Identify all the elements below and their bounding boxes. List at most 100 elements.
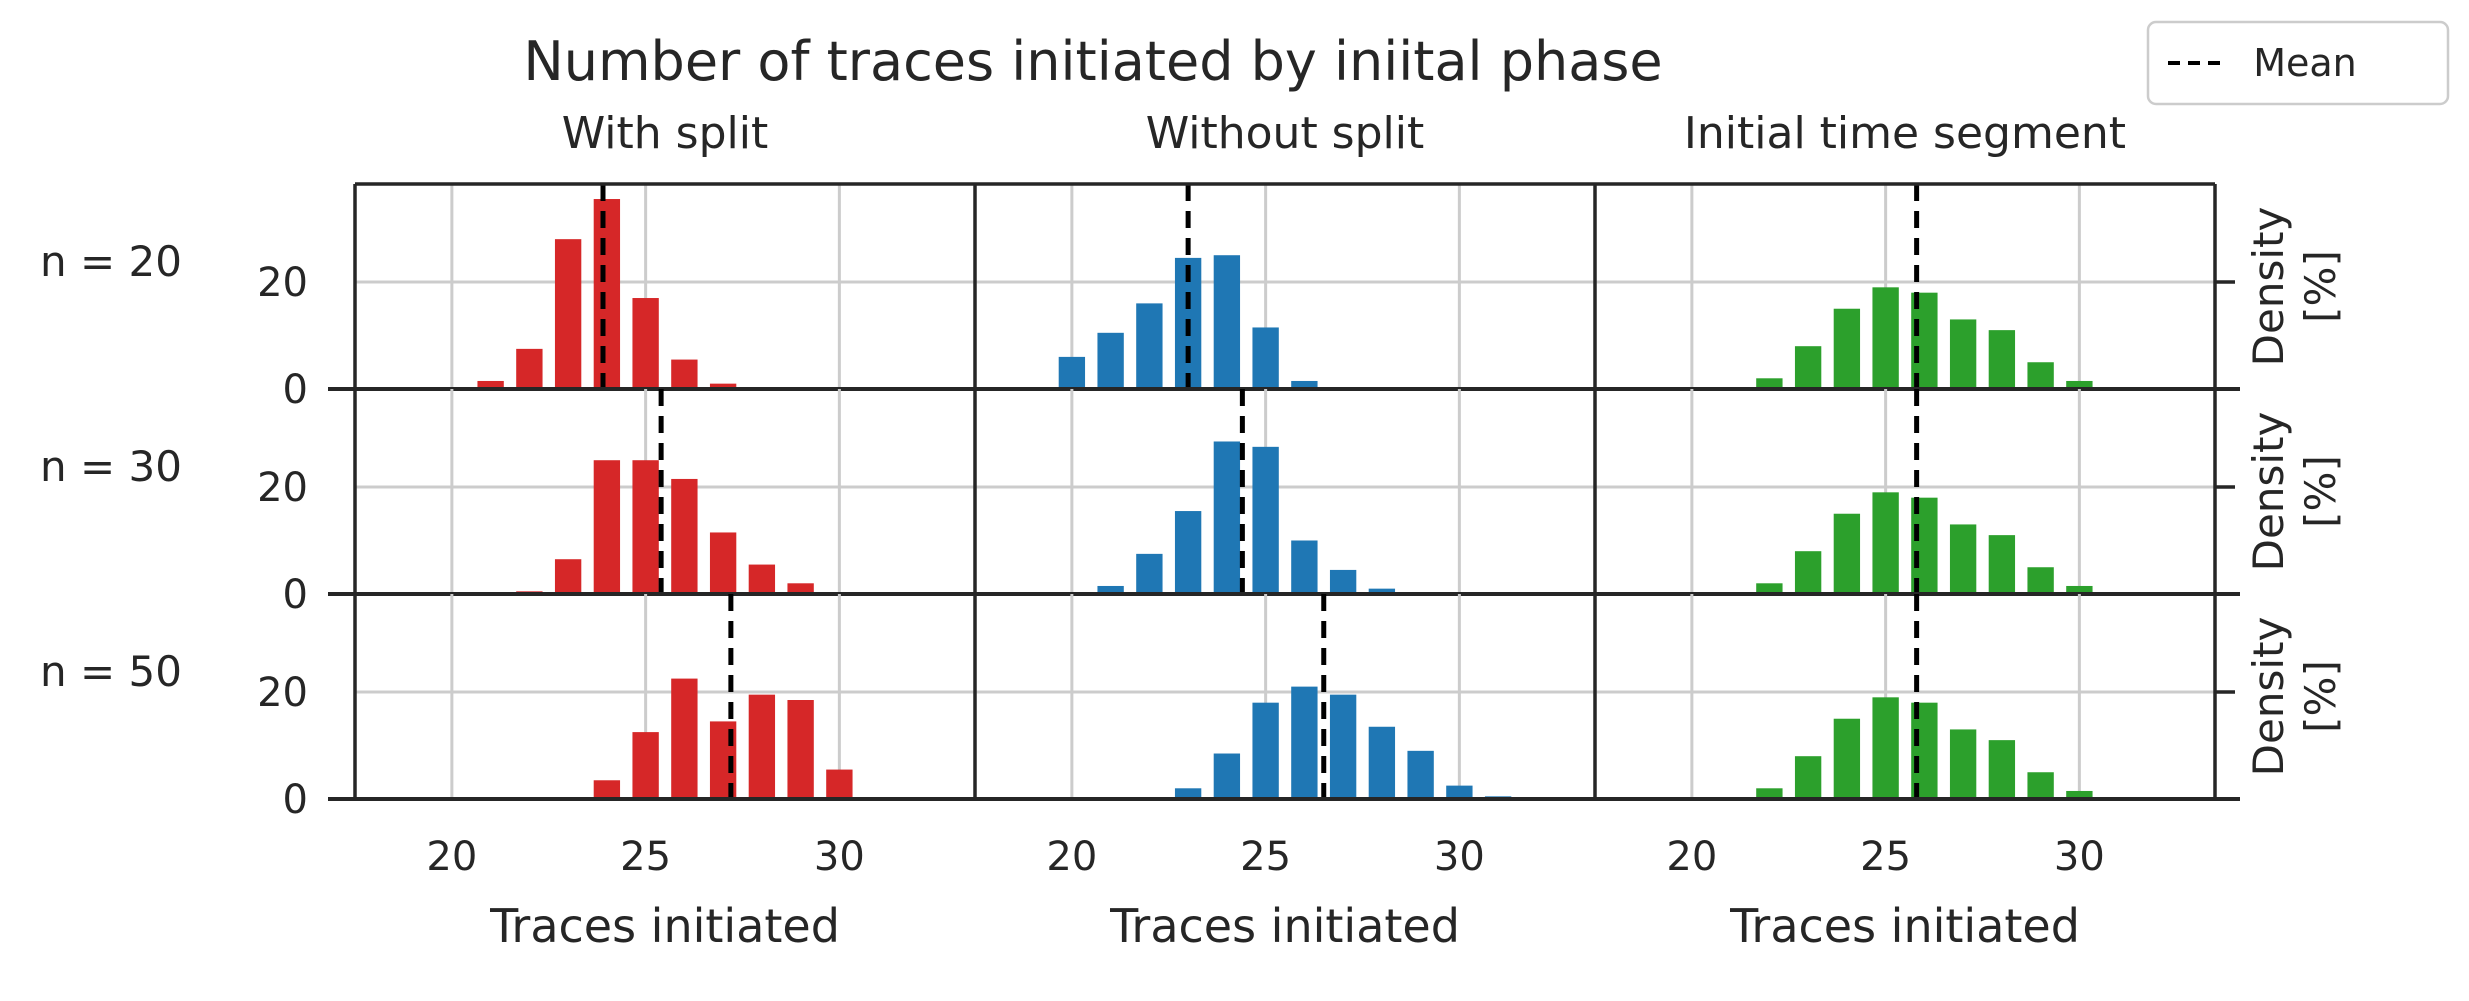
histogram-bar xyxy=(1794,551,1822,594)
histogram-bar xyxy=(593,199,621,389)
histogram-bar xyxy=(1252,446,1279,594)
histogram-bar xyxy=(593,460,621,594)
histogram-bar xyxy=(1872,697,1899,799)
histogram-bar xyxy=(2027,772,2054,799)
legend: Mean xyxy=(2146,20,2450,106)
histogram-bar xyxy=(826,769,853,799)
histogram-bar xyxy=(1756,788,1783,799)
histogram-bar xyxy=(1213,753,1241,799)
histogram-bar xyxy=(1988,330,2016,389)
histogram-bar xyxy=(1949,319,1977,389)
x-tick-label: 20 xyxy=(1046,834,1097,880)
histogram-bar xyxy=(1136,303,1163,389)
histogram-bar xyxy=(1097,332,1124,389)
y-tick-label: 20 xyxy=(257,465,308,511)
histogram-bar xyxy=(709,383,737,389)
histogram-bar xyxy=(1872,287,1899,389)
histogram-bar xyxy=(1833,513,1861,594)
row-label: n = 30 xyxy=(40,442,182,491)
histogram-bar xyxy=(1174,788,1202,799)
y-axis-label: Density xyxy=(2244,617,2293,777)
histogram-bar xyxy=(477,380,504,389)
histogram-bar xyxy=(632,460,659,594)
x-tick-label: 25 xyxy=(1240,834,1291,880)
x-tick-label: 20 xyxy=(1666,834,1717,880)
histogram-bar xyxy=(1097,585,1124,594)
x-axis-label: Traces initiated xyxy=(1109,899,1460,953)
histogram-bar xyxy=(1329,569,1357,594)
histogram-bar xyxy=(632,298,659,389)
histogram-bar xyxy=(671,678,698,799)
row-label: n = 20 xyxy=(40,237,182,286)
x-axis-label: Traces initiated xyxy=(1729,899,2080,953)
histogram-bar xyxy=(2066,585,2093,594)
y-axis-label: [%] xyxy=(2296,660,2345,733)
column-title: Without split xyxy=(1146,108,1425,159)
histogram-bar xyxy=(1252,327,1279,389)
row-label: n = 50 xyxy=(40,647,182,696)
x-tick-label: 30 xyxy=(2054,834,2105,880)
histogram-bar xyxy=(748,694,776,799)
histogram-bar xyxy=(1136,553,1163,594)
y-axis-label: [%] xyxy=(2296,455,2345,528)
histogram-bar xyxy=(1407,750,1434,799)
histogram-bar xyxy=(1794,756,1822,799)
histogram-bar xyxy=(1988,740,2016,799)
legend-frame xyxy=(2146,20,2450,106)
histogram-bar xyxy=(2027,567,2054,594)
histogram-bar xyxy=(1756,378,1783,389)
y-tick-label: 20 xyxy=(257,260,308,306)
y-axis-label: [%] xyxy=(2296,250,2345,323)
histogram-bar xyxy=(1213,441,1241,594)
histogram-bar xyxy=(1174,511,1202,594)
histogram-bar xyxy=(1058,356,1086,389)
y-tick-label: 0 xyxy=(283,572,308,618)
histogram-bar xyxy=(1368,588,1396,594)
panels: With split Without split Initial time segm… xyxy=(40,108,2345,953)
histogram-bar xyxy=(516,348,543,389)
figure-title: Number of traces initiated by iniital ph… xyxy=(523,30,1662,93)
histogram-bar xyxy=(671,359,698,389)
histogram-bar xyxy=(1833,718,1861,799)
histogram-bar xyxy=(2027,362,2054,389)
x-tick-label: 20 xyxy=(426,834,477,880)
histogram-bar xyxy=(1213,255,1241,389)
histogram-bar xyxy=(632,732,659,799)
x-tick-label: 30 xyxy=(1434,834,1485,880)
histogram-bar xyxy=(709,532,737,594)
histogram-bar xyxy=(1756,583,1783,594)
histogram-bar xyxy=(1291,380,1318,389)
histogram-bar xyxy=(787,700,814,799)
histogram-bar xyxy=(1988,535,2016,594)
histogram-bar xyxy=(1329,694,1357,799)
histogram-bar xyxy=(1368,726,1396,799)
histogram-bar xyxy=(1949,729,1977,799)
x-tick-label: 25 xyxy=(1860,834,1911,880)
histogram-bar xyxy=(748,564,776,594)
histogram-bar xyxy=(1833,308,1861,389)
y-axis-label: Density xyxy=(2244,412,2293,572)
y-axis-label: Density xyxy=(2244,207,2293,367)
histogram-bar xyxy=(1872,492,1899,594)
histogram-bar xyxy=(2066,380,2093,389)
y-tick-label: 20 xyxy=(257,670,308,716)
column-title: Initial time segment xyxy=(1684,108,2126,159)
histogram-bar xyxy=(2066,790,2093,799)
histogram-bar xyxy=(1291,686,1318,799)
y-tick-label: 0 xyxy=(283,367,308,413)
histogram-bar xyxy=(671,478,698,594)
legend-mean-label: Mean xyxy=(2253,41,2357,85)
histogram-bar xyxy=(1794,346,1822,389)
x-tick-label: 25 xyxy=(620,834,671,880)
histogram-bar xyxy=(554,239,582,389)
histogram-bar xyxy=(1949,524,1977,594)
histogram-bar xyxy=(593,780,621,799)
histogram-bar xyxy=(1291,540,1318,594)
histogram-bar xyxy=(554,559,582,594)
histogram-bar xyxy=(1252,702,1279,799)
y-tick-label: 0 xyxy=(283,777,308,823)
histogram-bar xyxy=(787,583,814,594)
histogram-bar xyxy=(1446,785,1473,799)
column-title: With split xyxy=(562,108,768,159)
